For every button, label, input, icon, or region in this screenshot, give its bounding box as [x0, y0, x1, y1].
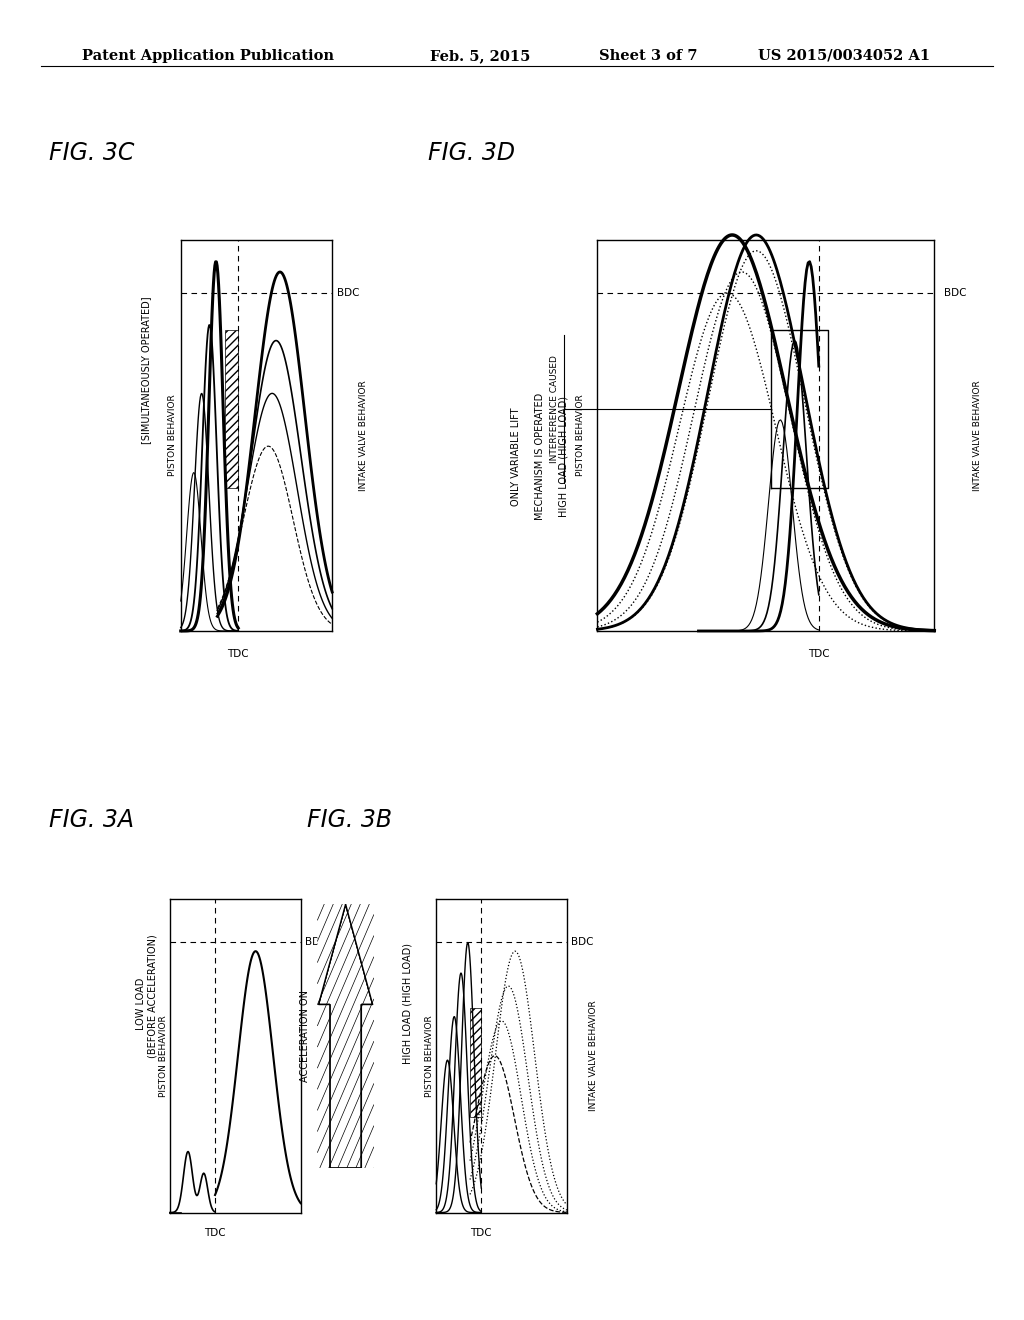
Text: INTAKE VALVE BEHAVIOR: INTAKE VALVE BEHAVIOR — [324, 1001, 332, 1111]
Text: BDC: BDC — [571, 937, 594, 948]
Text: FIG. 3D: FIG. 3D — [428, 141, 515, 165]
Text: FIG. 3B: FIG. 3B — [307, 808, 392, 832]
Text: FIG. 3C: FIG. 3C — [49, 141, 134, 165]
Bar — [311, 1005, 330, 1168]
Text: INTERFERENCE CAUSED: INTERFERENCE CAUSED — [550, 355, 559, 463]
Text: TDC: TDC — [204, 1228, 226, 1238]
Text: US 2015/0034052 A1: US 2015/0034052 A1 — [758, 49, 930, 63]
Text: (BEFORE ACCELERATION): (BEFORE ACCELERATION) — [147, 935, 158, 1059]
Text: INTAKE VALVE BEHAVIOR: INTAKE VALVE BEHAVIOR — [973, 380, 982, 491]
Bar — [361, 1005, 379, 1168]
Text: INTAKE VALVE BEHAVIOR: INTAKE VALVE BEHAVIOR — [590, 1001, 598, 1111]
Text: ACCELERATION ON: ACCELERATION ON — [300, 990, 310, 1082]
Text: TDC: TDC — [808, 649, 829, 660]
Text: FIG. 3A: FIG. 3A — [49, 808, 134, 832]
Text: HIGH LOAD (HIGH LOAD): HIGH LOAD (HIGH LOAD) — [402, 942, 413, 1064]
Text: BDC: BDC — [338, 288, 359, 298]
Text: INTAKE VALVE BEHAVIOR: INTAKE VALVE BEHAVIOR — [359, 380, 368, 491]
Text: [SIMULTANEOUSLY OPERATED]: [SIMULTANEOUSLY OPERATED] — [141, 296, 152, 444]
Text: LOW LOAD: LOW LOAD — [136, 977, 146, 1030]
Text: PISTON BEHAVIOR: PISTON BEHAVIOR — [168, 395, 177, 477]
Text: BDC: BDC — [305, 937, 328, 948]
Text: PISTON BEHAVIOR: PISTON BEHAVIOR — [425, 1015, 434, 1097]
Polygon shape — [317, 878, 374, 904]
Text: Feb. 5, 2015: Feb. 5, 2015 — [430, 49, 530, 63]
Bar — [317, 1168, 374, 1195]
Polygon shape — [346, 904, 374, 1005]
Text: TDC: TDC — [227, 649, 249, 660]
Text: HIGH LOAD (HIGH LOAD): HIGH LOAD (HIGH LOAD) — [559, 396, 569, 517]
Text: BDC: BDC — [944, 288, 967, 298]
Polygon shape — [318, 904, 373, 1168]
Text: TDC: TDC — [470, 1228, 493, 1238]
Text: Sheet 3 of 7: Sheet 3 of 7 — [599, 49, 697, 63]
Text: PISTON BEHAVIOR: PISTON BEHAVIOR — [577, 395, 585, 477]
Text: Patent Application Publication: Patent Application Publication — [82, 49, 334, 63]
Text: ONLY VARIABLE LIFT: ONLY VARIABLE LIFT — [511, 408, 521, 506]
Text: MECHANISM IS OPERATED: MECHANISM IS OPERATED — [535, 393, 545, 520]
Text: PISTON BEHAVIOR: PISTON BEHAVIOR — [159, 1015, 168, 1097]
Polygon shape — [317, 904, 346, 1005]
